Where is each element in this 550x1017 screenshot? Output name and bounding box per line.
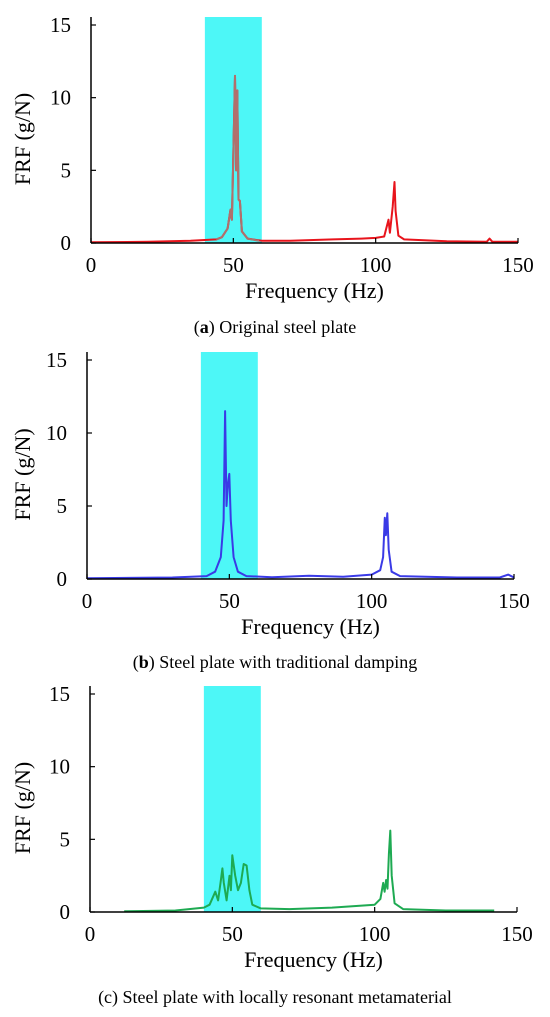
x-tick-label: 150 — [502, 253, 534, 277]
x-axis-label: Frequency (Hz) — [244, 947, 383, 972]
y-tick-label: 15 — [49, 682, 70, 706]
x-tick-label: 150 — [498, 589, 530, 613]
y-tick-label: 0 — [57, 567, 68, 591]
y-axis-label: FRF (g/N) — [10, 428, 35, 520]
x-tick-label: 150 — [501, 922, 533, 946]
y-tick-label: 10 — [50, 86, 71, 110]
y-tick-label: 0 — [61, 231, 72, 255]
y-axis-label: FRF (g/N) — [10, 762, 35, 854]
y-tick-label: 10 — [49, 755, 70, 779]
series-line-1 — [90, 74, 518, 244]
highlight-band — [200, 352, 258, 579]
x-tick-label: 0 — [85, 922, 96, 946]
y-tick-label: 5 — [61, 158, 72, 182]
x-tick-label: 50 — [222, 922, 243, 946]
panel-caption: (a) Original steel plate — [194, 317, 356, 338]
x-tick-label: 50 — [223, 253, 244, 277]
x-tick-label: 0 — [86, 253, 97, 277]
x-axis-label: Frequency (Hz) — [241, 614, 380, 639]
x-tick-label: 100 — [359, 922, 391, 946]
panel-caption: (c) Steel plate with locally resonant me… — [98, 987, 452, 1008]
x-tick-label: 100 — [360, 253, 392, 277]
series-line-1 — [124, 829, 495, 913]
x-axis-label: Frequency (Hz) — [245, 278, 384, 303]
y-tick-label: 0 — [60, 900, 71, 924]
y-tick-label: 15 — [50, 13, 71, 37]
y-tick-label: 5 — [57, 494, 68, 518]
y-tick-label: 5 — [60, 827, 71, 851]
x-tick-label: 100 — [356, 589, 388, 613]
y-tick-label: 10 — [46, 421, 67, 445]
series-line-1 — [86, 410, 515, 580]
panel-caption: (b) Steel plate with traditional damping — [133, 652, 417, 673]
x-tick-label: 50 — [219, 589, 240, 613]
y-axis-label: FRF (g/N) — [10, 93, 35, 185]
x-tick-label: 0 — [82, 589, 93, 613]
y-tick-label: 15 — [46, 348, 67, 372]
series-line-2 — [215, 74, 260, 242]
